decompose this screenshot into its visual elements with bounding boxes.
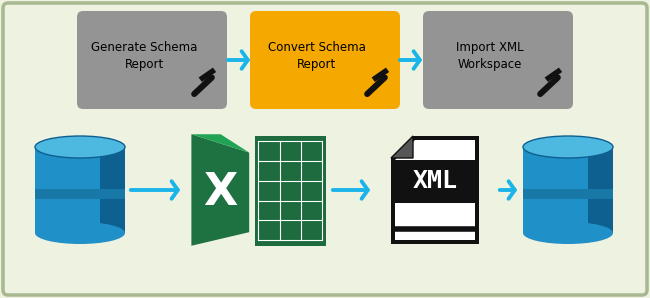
Polygon shape	[372, 68, 389, 82]
Bar	[35, 189, 125, 199]
Text: Import XML
Workspace: Import XML Workspace	[456, 41, 524, 71]
Polygon shape	[545, 68, 562, 82]
Polygon shape	[391, 136, 479, 244]
Ellipse shape	[523, 222, 613, 244]
Ellipse shape	[35, 136, 125, 158]
Polygon shape	[588, 147, 613, 233]
Text: Convert Schema
Report: Convert Schema Report	[268, 41, 366, 71]
Ellipse shape	[35, 222, 125, 244]
Polygon shape	[191, 134, 249, 153]
Text: Generate Schema
Report: Generate Schema Report	[91, 41, 197, 71]
Polygon shape	[100, 147, 125, 233]
Polygon shape	[191, 134, 249, 246]
Polygon shape	[199, 68, 216, 82]
Bar	[391, 160, 479, 203]
Polygon shape	[395, 140, 475, 240]
Ellipse shape	[523, 136, 613, 158]
FancyBboxPatch shape	[3, 3, 647, 295]
FancyBboxPatch shape	[423, 11, 573, 109]
FancyBboxPatch shape	[77, 11, 227, 109]
Bar	[35, 147, 125, 233]
FancyBboxPatch shape	[250, 11, 400, 109]
Text: XML: XML	[413, 169, 458, 193]
Text: X: X	[203, 170, 238, 214]
Polygon shape	[391, 136, 413, 158]
Bar	[523, 147, 613, 233]
FancyBboxPatch shape	[255, 136, 326, 246]
Bar	[523, 189, 613, 199]
